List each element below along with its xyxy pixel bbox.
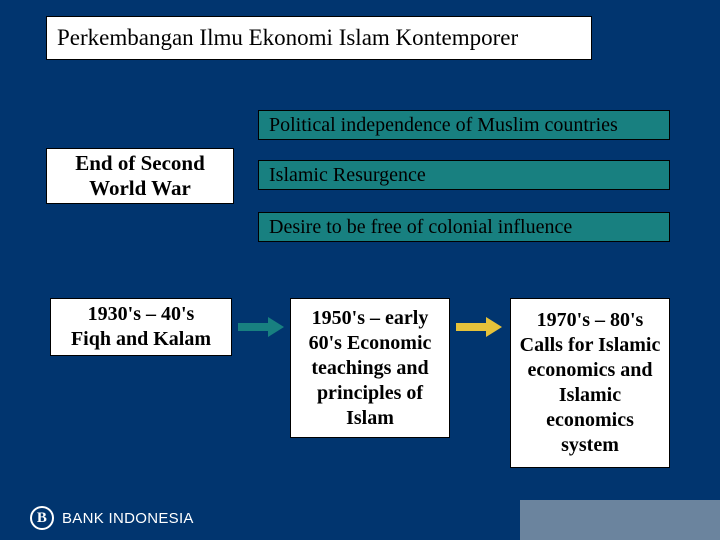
logo-icon: B — [30, 506, 54, 530]
box-political-independence: Political independence of Muslim countri… — [258, 110, 670, 140]
box-end-ww2: End of Second World War — [46, 148, 234, 204]
brand-logo: B BANK INDONESIA — [30, 506, 194, 530]
footer-accent-block — [520, 500, 720, 540]
slide-title: Perkembangan Ilmu Ekonomi Islam Kontempo… — [46, 16, 592, 60]
era-1970s-80s: 1970's – 80's Calls for Islamic economic… — [510, 298, 670, 468]
political-independence-text: Political independence of Muslim countri… — [269, 114, 618, 137]
era-1950s-60s: 1950's – early 60's Economic teachings a… — [290, 298, 450, 438]
islamic-resurgence-text: Islamic Resurgence — [269, 164, 426, 187]
end-ww2-line2: World War — [89, 176, 191, 201]
slide-title-text: Perkembangan Ilmu Ekonomi Islam Kontempo… — [57, 25, 518, 51]
logo-letter: B — [37, 510, 47, 527]
box-islamic-resurgence: Islamic Resurgence — [258, 160, 670, 190]
end-ww2-line1: End of Second — [75, 151, 205, 176]
era-1930s-40s: 1930's – 40's Fiqh and Kalam — [50, 298, 232, 356]
era2-label: 1950's – early 60's Economic teachings a… — [295, 306, 445, 431]
era1-label: 1930's – 40's Fiqh and Kalam — [71, 302, 211, 352]
desire-colonial-text: Desire to be free of colonial influence — [269, 216, 572, 239]
era3-label: 1970's – 80's Calls for Islamic economic… — [515, 308, 665, 458]
box-desire-colonial: Desire to be free of colonial influence — [258, 212, 670, 242]
brand-text: BANK INDONESIA — [62, 510, 194, 527]
